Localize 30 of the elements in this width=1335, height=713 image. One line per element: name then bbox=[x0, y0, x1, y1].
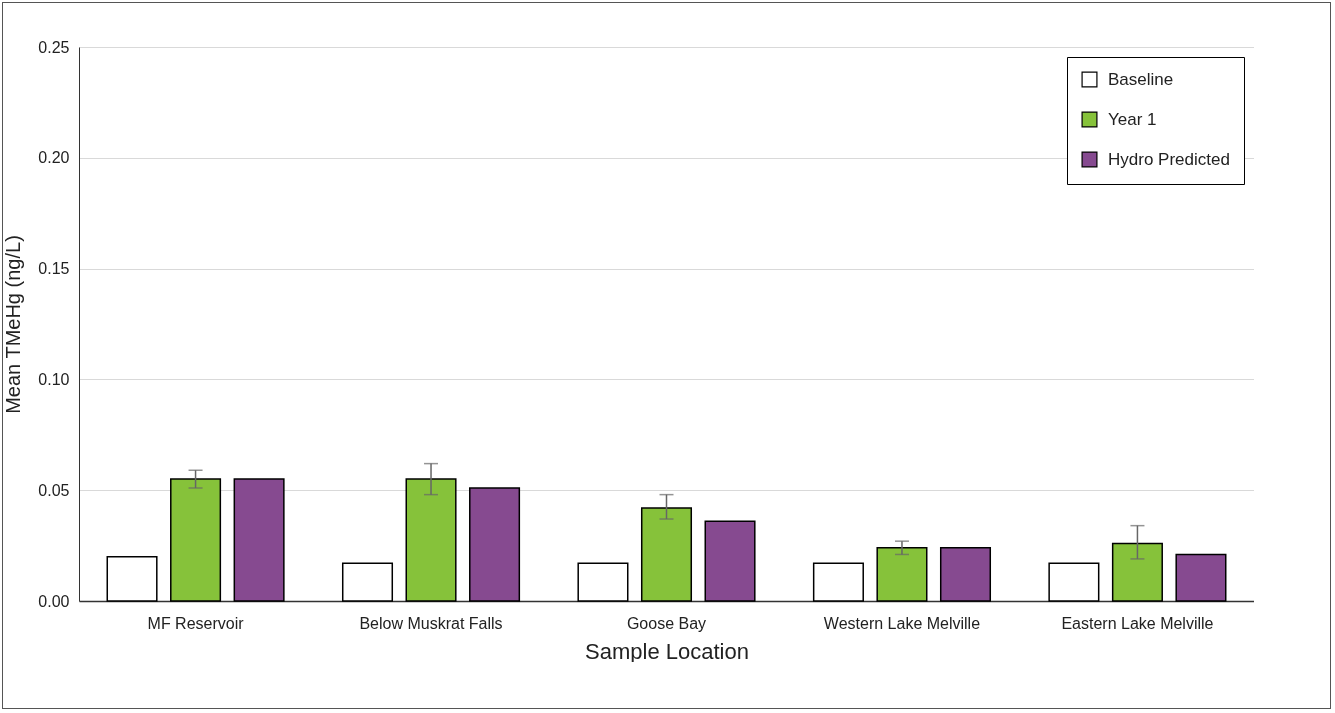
bar bbox=[106, 555, 158, 602]
bar bbox=[577, 562, 629, 602]
x-tick-label: Below Muskrat Falls bbox=[359, 614, 503, 632]
bar bbox=[1111, 542, 1163, 602]
y-tick-label: 0.10 bbox=[38, 370, 70, 388]
y-tick-label: 0.15 bbox=[38, 260, 70, 278]
legend-label: Year 1 bbox=[1108, 109, 1157, 129]
bar bbox=[876, 547, 928, 602]
legend-label: Hydro Predicted bbox=[1108, 149, 1230, 169]
bar bbox=[939, 547, 992, 602]
y-tick-label: 0.00 bbox=[38, 592, 70, 610]
bar bbox=[341, 562, 394, 602]
bar bbox=[812, 562, 864, 602]
y-axis-title: Mean TMeHg (ng/L) bbox=[2, 235, 25, 414]
x-tick-label: Goose Bay bbox=[626, 614, 707, 632]
x-tick-label: Eastern Lake Melville bbox=[1061, 614, 1214, 632]
bar bbox=[640, 507, 693, 602]
bar bbox=[704, 520, 756, 602]
bar bbox=[170, 478, 222, 602]
bar bbox=[233, 478, 285, 602]
bar bbox=[405, 478, 457, 602]
y-tick-label: 0.05 bbox=[38, 481, 70, 499]
y-tick-label: 0.25 bbox=[38, 38, 70, 56]
bar bbox=[1048, 562, 1100, 602]
legend-label: Baseline bbox=[1108, 69, 1174, 89]
y-tick-label: 0.20 bbox=[38, 149, 70, 167]
bar bbox=[1175, 553, 1227, 602]
x-tick-label: Western Lake Melville bbox=[823, 614, 981, 632]
x-tick-label: MF Reservoir bbox=[147, 614, 245, 632]
bar bbox=[469, 487, 521, 602]
